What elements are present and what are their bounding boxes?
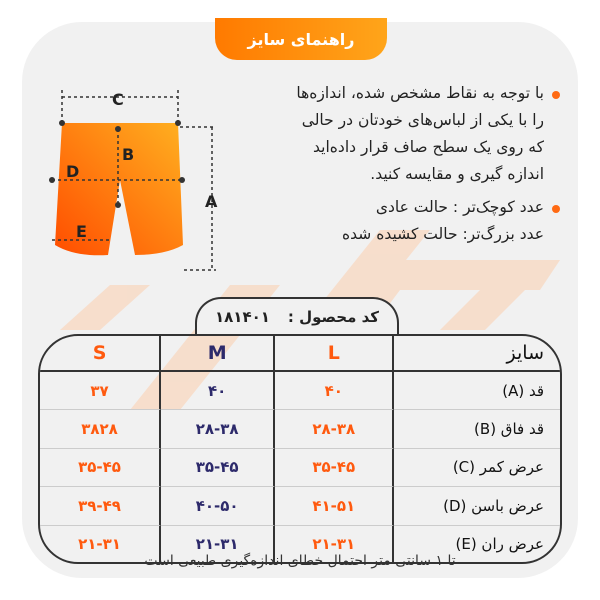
cell: ۴۰ xyxy=(275,372,395,411)
product-code: ۱۸۱۴۰۱ کد محصول : xyxy=(195,297,399,335)
cell: ۲۱-۳۱ xyxy=(40,525,162,562)
bullet-line: را با یکی از لباس‌های خودتان در حالی xyxy=(301,111,544,129)
bullet-numbers: عدد کوچک‌تر : حالت عادی عدد بزرگ‌تر: حال… xyxy=(230,194,560,248)
cell: ۴۱-۵۱ xyxy=(275,487,395,526)
bullet-line: عدد کوچک‌تر : حالت عادی xyxy=(375,198,544,216)
row-label: عرض باسن (D) xyxy=(394,487,560,526)
size-l: L xyxy=(275,336,395,372)
shorts-diagram: C B D E A xyxy=(49,90,218,271)
cell: ۳۵-۴۵ xyxy=(40,448,162,488)
table-row: ۳۸۲۸ ۲۸-۳۸ ۲۸-۳۸ قد فاق (B) xyxy=(40,410,560,449)
cell: ۳۹-۴۹ xyxy=(40,487,162,526)
cell: ۳۵-۴۵ xyxy=(161,448,276,488)
cell: ۴۰-۵۰ xyxy=(161,487,276,526)
table-row: ۳۵-۴۵ ۳۵-۴۵ ۳۵-۴۵ عرض کمر (C) xyxy=(40,448,560,488)
bullet-line: که روی یک سطح صاف قرار داده‌اید xyxy=(313,138,544,156)
cell: ۳۷ xyxy=(40,372,162,411)
cell: ۲۸-۳۸ xyxy=(275,410,395,449)
row-label: عرض ران (E) xyxy=(455,534,544,553)
product-code-value: ۱۸۱۴۰۱ xyxy=(215,308,270,326)
cell: ۳۸۲۸ xyxy=(40,410,162,449)
size-m: M xyxy=(161,336,276,372)
instructions: با توجه به نقاط مشخص شده، اندازه‌ها را ب… xyxy=(230,80,560,248)
size-header-label: سایز xyxy=(394,336,560,372)
table-row: ۳۷ ۴۰ ۴۰ قد (A) xyxy=(40,372,560,411)
bullet-measure: با توجه به نقاط مشخص شده، اندازه‌ها را ب… xyxy=(230,80,560,188)
size-table: S M L سایز ۳۷ ۴۰ ۴۰ قد (A) ۳۸۲۸ ۲۸-۳۸ ۲۸-۳۸ قد… xyxy=(38,334,562,564)
shorts-icon xyxy=(55,123,183,256)
cell: ۲۸-۳۸ xyxy=(161,410,276,449)
cell: ۳۵-۴۵ xyxy=(275,448,395,488)
table-row: ۳۹-۴۹ ۴۰-۵۰ ۴۱-۵۱ عرض باسن (D) xyxy=(40,487,560,526)
size-s: S xyxy=(40,336,162,372)
product-code-label: کد محصول : xyxy=(287,308,379,326)
cell: ۴۰ xyxy=(161,372,276,411)
label-d: D xyxy=(66,162,79,181)
footer-note: تا ۱ سانتی متر احتمال خطای اندازه‌گیری ط… xyxy=(144,553,456,569)
table-header: S M L سایز xyxy=(40,336,560,372)
row-label: قد (A) xyxy=(394,372,560,411)
row-label: قد فاق (B) xyxy=(394,410,560,449)
cell: ۲۱-۳۱ xyxy=(275,525,395,562)
page-title: راهنمای سایز xyxy=(215,18,387,60)
bullet-line: اندازه گیری و مقایسه کنید. xyxy=(370,165,544,183)
label-e: E xyxy=(76,222,87,241)
label-a: A xyxy=(205,192,218,211)
row-label: عرض کمر (C) xyxy=(394,449,560,488)
label-c: C xyxy=(112,90,124,109)
bullet-line: با توجه به نقاط مشخص شده، اندازه‌ها xyxy=(296,84,544,102)
bullet-line: عدد بزرگ‌تر: حالت کشیده شده xyxy=(342,225,544,243)
cell: ۲۱-۳۱ xyxy=(161,525,276,562)
label-b: B xyxy=(122,145,134,164)
table-row: ۲۱-۳۱ ۲۱-۳۱ ۲۱-۳۱ عرض ران (E) xyxy=(40,525,560,562)
